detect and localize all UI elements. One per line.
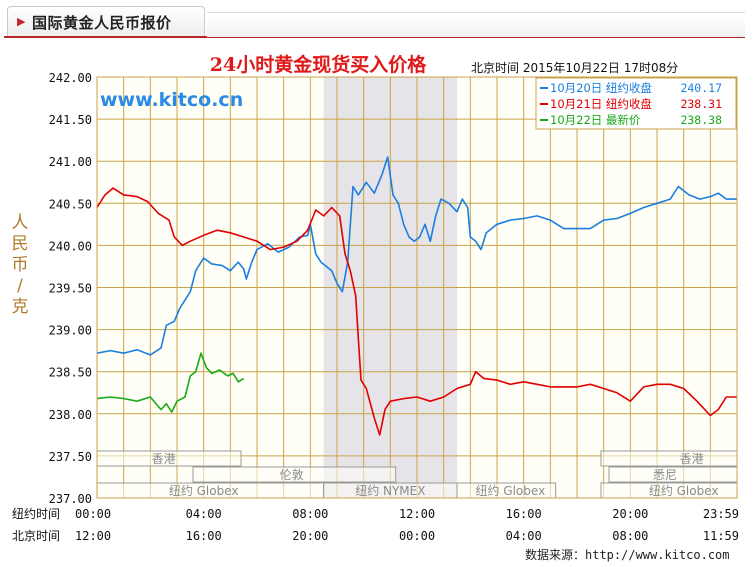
chart-title: 24小时黄金现货买入价格 [210, 53, 427, 76]
y-axis-label-char: / [17, 276, 23, 296]
legend-box [535, 77, 737, 130]
y-tick-label: 238.50 [49, 366, 92, 380]
x-row-label: 北京时间 [12, 529, 60, 543]
market-band [600, 450, 738, 467]
watermark: www.kitco.cn [100, 89, 243, 111]
panel-header: ▶ 国际黄金人民币报价 [4, 4, 745, 38]
y-tick-label: 238.00 [49, 408, 92, 422]
x-row-label: 纽约时间 [12, 506, 60, 521]
x-tick-label: 12:00 [75, 529, 111, 543]
y-axis-label-char: 人 [12, 213, 29, 233]
chart-timestamp: 北京时间 2015年10月22日 17时08分 [471, 61, 678, 75]
x-tick-label: 00:00 [75, 507, 111, 521]
x-tick-label: 16:00 [186, 529, 222, 543]
triangle-right-icon: ▶ [17, 15, 26, 28]
y-axis-ticks: 242.00 241.50 241.00 240.50 240.00 239.50 239.… [49, 71, 92, 506]
x-tick-label: 08:00 [612, 529, 648, 543]
x-tick-label: 00:00 [399, 529, 435, 543]
y-tick-label: 242.00 [49, 71, 92, 85]
y-axis-label-char: 币 [12, 255, 29, 275]
y-tick-label: 237.50 [49, 450, 92, 464]
x-tick-label: 08:00 [292, 507, 328, 521]
y-axis-label-char: 民 [12, 234, 29, 254]
y-axis-label: 人民币/克 [12, 213, 29, 317]
market-band-label: 伦敦 [280, 467, 304, 482]
x-tick-label: 11:59 [703, 529, 739, 543]
x-axis-rows: 纽约时间 00:00 04:00 08:00 12:00 16:00 20:00 23:59 北… [12, 506, 739, 543]
y-tick-label: 239.50 [49, 282, 92, 296]
legend-label: 10月20日 纽约收盘 [550, 81, 652, 95]
x-tick-label: 04:00 [186, 507, 222, 521]
series-line-1 [96, 156, 737, 356]
market-band-label: 香港 [152, 452, 176, 466]
y-tick-label: 239.00 [49, 324, 92, 338]
market-band-label: 纽约 Globex [649, 483, 719, 498]
x-tick-label: 16:00 [506, 507, 542, 521]
panel-tab[interactable]: ▶ 国际黄金人民币报价 [7, 6, 205, 36]
y-axis-label-char: 克 [12, 297, 29, 317]
legend: 10月20日 纽约收盘 240.17 10月21日 纽约收盘 238.31 10月22日… [535, 77, 737, 130]
y-tick-label: 240.50 [49, 197, 92, 211]
y-tick-label: 241.00 [49, 155, 92, 169]
legend-value: 238.31 [680, 97, 722, 111]
x-tick-label: 12:00 [399, 507, 435, 521]
plot-border [96, 76, 738, 499]
x-tick-label: 23:59 [703, 507, 739, 521]
market-band [192, 466, 397, 483]
legend-label: 10月22日 最新价 [550, 113, 641, 127]
data-source: 数据来源：http://www.kitco.com [525, 548, 730, 562]
x-tick-label: 20:00 [292, 529, 328, 543]
y-tick-label: 240.00 [49, 239, 92, 253]
market-band-label: 悉尼 [653, 468, 677, 482]
panel-title: 国际黄金人民币报价 [32, 14, 172, 32]
y-tick-label: 237.00 [49, 492, 92, 506]
market-band-label: 纽约 Globex [169, 483, 239, 498]
market-band-label: 纽约 NYMEX [355, 483, 425, 498]
legend-value: 240.17 [680, 81, 722, 95]
x-tick-label: 04:00 [506, 529, 542, 543]
market-band-label: 香港 [680, 452, 704, 466]
y-tick-label: 241.50 [49, 113, 92, 127]
header-bar [207, 12, 745, 37]
market-band-label: 纽约 Globex [475, 483, 545, 498]
x-tick-label: 20:00 [612, 507, 648, 521]
price-series [96, 156, 737, 436]
legend-label: 10月21日 纽约收盘 [550, 97, 652, 111]
series-line-3 [96, 352, 245, 413]
series-line-2 [96, 187, 737, 436]
legend-value: 238.38 [680, 113, 722, 127]
